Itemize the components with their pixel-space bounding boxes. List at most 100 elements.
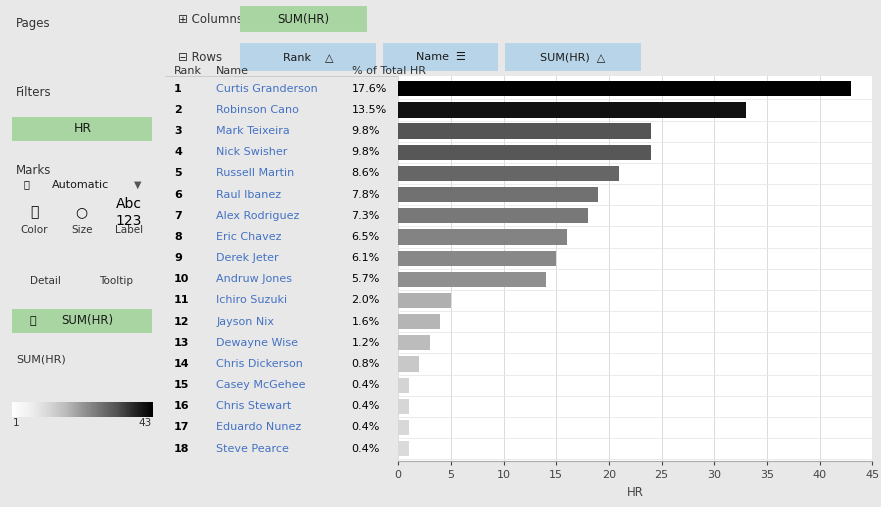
FancyBboxPatch shape — [379, 43, 502, 71]
Text: 0.4%: 0.4% — [352, 444, 380, 454]
Text: 17.6%: 17.6% — [352, 84, 387, 94]
Text: 4: 4 — [174, 147, 182, 157]
Text: Derek Jeter: Derek Jeter — [216, 253, 278, 263]
Text: 0.8%: 0.8% — [352, 359, 380, 369]
Text: 2.0%: 2.0% — [352, 296, 380, 305]
Text: Alex Rodriguez: Alex Rodriguez — [216, 211, 300, 221]
Text: Steve Pearce: Steve Pearce — [216, 444, 289, 454]
Text: Raul Ibanez: Raul Ibanez — [216, 190, 281, 200]
Text: Russell Martin: Russell Martin — [216, 168, 294, 178]
Text: 1: 1 — [174, 84, 181, 94]
Bar — [398, 335, 430, 350]
Text: Size: Size — [71, 225, 93, 235]
Text: 8: 8 — [174, 232, 181, 242]
Bar — [398, 441, 409, 456]
Bar — [398, 144, 651, 160]
Text: Jayson Nix: Jayson Nix — [216, 317, 274, 327]
Text: 3: 3 — [174, 126, 181, 136]
Text: 🔵: 🔵 — [30, 205, 39, 220]
Text: Marks: Marks — [16, 164, 51, 176]
Text: Abc
123: Abc 123 — [115, 197, 142, 228]
Text: Nick Swisher: Nick Swisher — [216, 147, 287, 157]
Text: ⊟ Rows: ⊟ Rows — [178, 51, 222, 63]
Text: Eric Chavez: Eric Chavez — [216, 232, 282, 242]
Text: 1.2%: 1.2% — [352, 338, 380, 348]
Bar — [398, 314, 440, 329]
Bar — [398, 356, 419, 372]
Text: % of Total HR: % of Total HR — [352, 66, 426, 76]
Text: Automatic: Automatic — [52, 179, 109, 190]
Bar — [398, 124, 651, 139]
Text: Curtis Granderson: Curtis Granderson — [216, 84, 318, 94]
Bar — [398, 229, 566, 244]
Text: 0.4%: 0.4% — [352, 422, 380, 432]
Text: Filters: Filters — [16, 86, 52, 99]
Text: Chris Stewart: Chris Stewart — [216, 402, 292, 411]
Text: 2: 2 — [174, 105, 181, 115]
Text: 14: 14 — [174, 359, 189, 369]
Text: Mark Teixeira: Mark Teixeira — [216, 126, 290, 136]
Bar — [398, 250, 556, 266]
Text: 7: 7 — [174, 211, 181, 221]
Text: 9.8%: 9.8% — [352, 126, 380, 136]
Text: 16: 16 — [174, 402, 189, 411]
Text: ⊞ Columns: ⊞ Columns — [178, 13, 242, 25]
Bar — [398, 166, 619, 181]
Bar — [398, 272, 545, 287]
Text: 10: 10 — [174, 274, 189, 284]
Text: HR: HR — [73, 122, 92, 135]
Text: Name: Name — [216, 66, 249, 76]
Text: SUM(HR)  △: SUM(HR) △ — [540, 52, 606, 62]
FancyBboxPatch shape — [500, 43, 647, 71]
Text: 15: 15 — [174, 380, 189, 390]
Text: 18: 18 — [174, 444, 189, 454]
Text: Chris Dickerson: Chris Dickerson — [216, 359, 303, 369]
Bar — [398, 81, 851, 96]
Text: 6.1%: 6.1% — [352, 253, 380, 263]
Text: 0.4%: 0.4% — [352, 402, 380, 411]
Text: Ichiro Suzuki: Ichiro Suzuki — [216, 296, 287, 305]
X-axis label: HR: HR — [626, 486, 644, 499]
FancyBboxPatch shape — [7, 309, 158, 333]
Text: Dewayne Wise: Dewayne Wise — [216, 338, 298, 348]
FancyBboxPatch shape — [7, 117, 158, 141]
Bar — [398, 420, 409, 435]
Text: 📊: 📊 — [24, 179, 29, 190]
Bar — [398, 102, 746, 118]
Text: 0.4%: 0.4% — [352, 380, 380, 390]
Text: 17: 17 — [174, 422, 189, 432]
Text: SUM(HR): SUM(HR) — [16, 354, 66, 364]
Text: 7.8%: 7.8% — [352, 190, 380, 200]
FancyBboxPatch shape — [234, 6, 373, 32]
Text: Label: Label — [115, 225, 143, 235]
Text: Tooltip: Tooltip — [99, 276, 133, 285]
Text: 🔵: 🔵 — [29, 316, 36, 326]
Text: SUM(HR): SUM(HR) — [62, 314, 114, 328]
Text: Detail: Detail — [30, 276, 61, 285]
Text: 5: 5 — [174, 168, 181, 178]
Text: 11: 11 — [174, 296, 189, 305]
Text: 12: 12 — [174, 317, 189, 327]
Bar — [398, 293, 451, 308]
Text: ▼: ▼ — [134, 179, 141, 190]
Text: 9: 9 — [174, 253, 182, 263]
Text: 8.6%: 8.6% — [352, 168, 380, 178]
Bar — [398, 399, 409, 414]
Text: Rank    △: Rank △ — [283, 52, 333, 62]
Bar — [398, 208, 588, 224]
Text: 1: 1 — [13, 418, 19, 428]
Text: 43: 43 — [138, 418, 152, 428]
FancyBboxPatch shape — [234, 43, 381, 71]
Text: 13: 13 — [174, 338, 189, 348]
Text: 5.7%: 5.7% — [352, 274, 380, 284]
Text: Andruw Jones: Andruw Jones — [216, 274, 292, 284]
Text: Rank: Rank — [174, 66, 202, 76]
Bar — [398, 378, 409, 393]
Text: 7.3%: 7.3% — [352, 211, 380, 221]
Text: SUM(HR): SUM(HR) — [278, 13, 329, 25]
Text: ○: ○ — [76, 205, 88, 220]
Text: Pages: Pages — [16, 17, 51, 30]
Text: 6.5%: 6.5% — [352, 232, 380, 242]
Text: Name  ☰: Name ☰ — [416, 52, 465, 62]
Text: 1.6%: 1.6% — [352, 317, 380, 327]
